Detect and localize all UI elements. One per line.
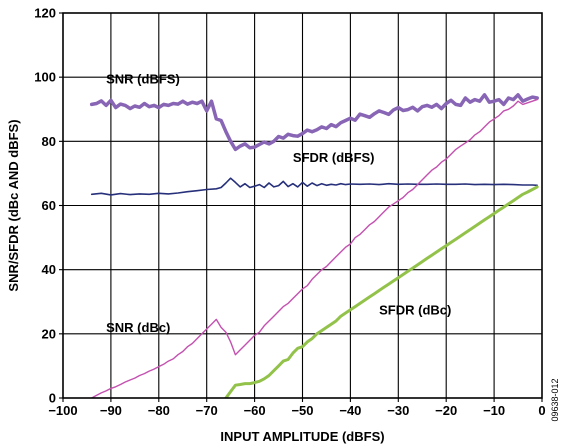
- series-annotations: SNR (dBFS) SFDR (dBFS) SNR (dBc) SFDR (dBc): [106, 72, 451, 336]
- x-tick-label: −100: [48, 403, 77, 418]
- x-tick-label: −50: [291, 403, 313, 418]
- y-tick-label: 20: [42, 326, 56, 341]
- series-label-sfdr-dbfs: SFDR (dBFS): [293, 150, 375, 165]
- x-tick-label: −30: [387, 403, 409, 418]
- y-tick-label: 80: [42, 134, 56, 149]
- series-line-snr-dbc: [91, 98, 538, 398]
- series-label-snr-dbc: SNR (dBc): [106, 320, 170, 335]
- series-lines: [89, 93, 539, 398]
- series-line-snr-dbfs: [89, 93, 539, 152]
- y-axis-title: SNR/SFDR (dBc AND dBFS): [6, 119, 21, 291]
- y-tick-label: 100: [34, 70, 56, 85]
- series-line-sfdr-dbc: [224, 185, 539, 398]
- y-tick-label: 120: [34, 6, 56, 21]
- y-tick-label: 60: [42, 198, 56, 213]
- x-tick-label: −60: [244, 403, 266, 418]
- x-tick-label: −90: [100, 403, 122, 418]
- x-axis-title: INPUT AMPLITUDE (dBFS): [220, 429, 384, 444]
- x-tick-label: 0: [538, 403, 545, 418]
- series-label-sfdr-dbc: SFDR (dBc): [379, 303, 451, 318]
- x-tick-label: −80: [148, 403, 170, 418]
- series-label-snr-dbfs: SNR (dBFS): [106, 72, 180, 87]
- grid: [63, 13, 542, 398]
- y-tick-label: 0: [49, 391, 56, 406]
- figure-code: 09638-012: [550, 378, 560, 421]
- axis-ticks: −100 −90 −80 −70 −60 −50 −40 −30 −20 −10 002040608…: [34, 6, 545, 419]
- x-tick-label: −40: [339, 403, 361, 418]
- series-line-sfdr-dbfs: [90, 177, 538, 196]
- x-tick-label: −20: [435, 403, 457, 418]
- x-tick-label: −70: [196, 403, 218, 418]
- y-tick-label: 40: [42, 262, 56, 277]
- x-tick-label: −10: [483, 403, 505, 418]
